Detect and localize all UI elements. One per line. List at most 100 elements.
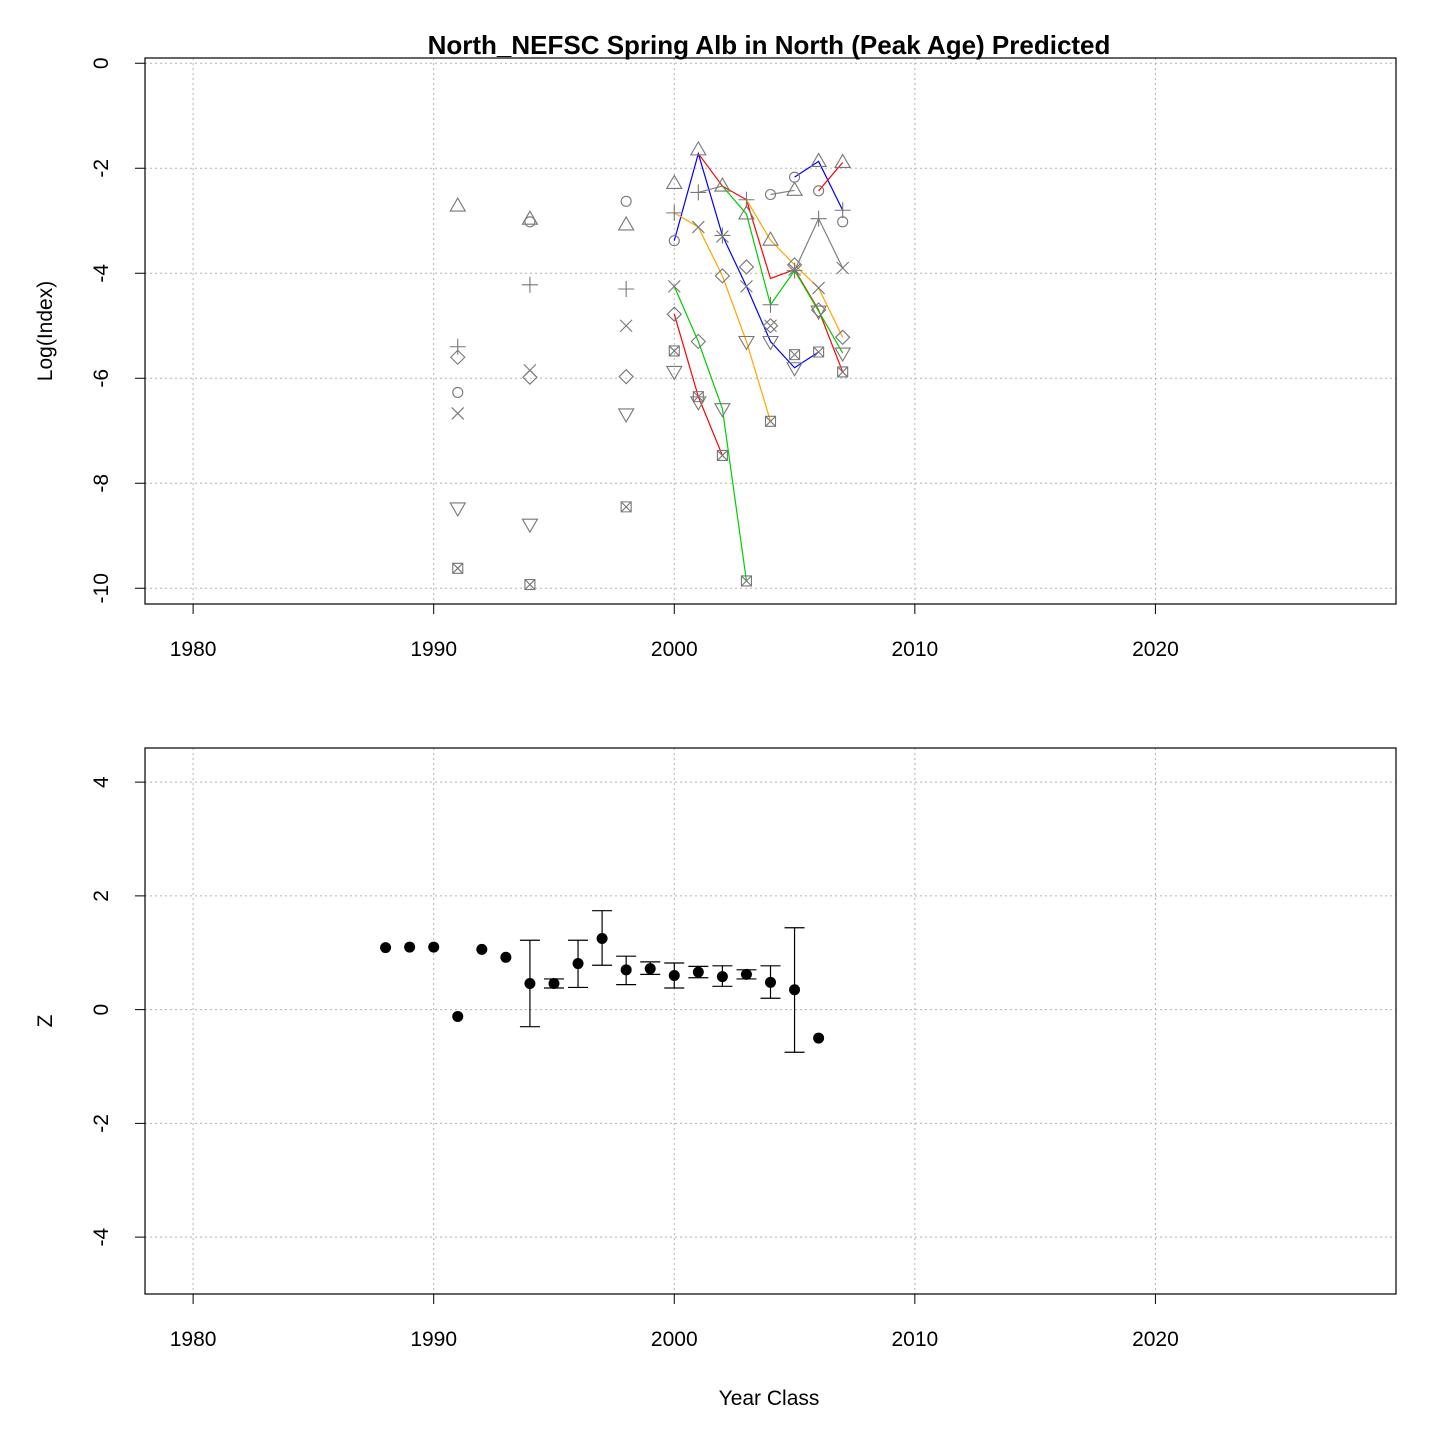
cross-marker: [691, 220, 705, 234]
circle-marker: [837, 216, 849, 228]
diamond-marker: [690, 333, 707, 350]
top-y-axis-label: Log(Index): [34, 281, 57, 381]
boxed-cross-marker: [837, 366, 849, 378]
z-point: [524, 977, 536, 989]
cohort-line: [673, 314, 723, 456]
top-y-tick-label: 0: [90, 57, 113, 69]
triangle-down-marker: [762, 335, 779, 351]
z-point: [572, 958, 584, 970]
x-axis-label: Year Class: [719, 1387, 820, 1410]
triangle-marker: [521, 210, 539, 225]
boxed-cross-marker: [813, 346, 825, 358]
top-x-tick-label: 2010: [891, 638, 938, 661]
top-cohort-lines: [673, 151, 844, 581]
triangle-marker: [786, 181, 804, 196]
boxed-cross-marker: [716, 449, 728, 461]
cohort-line: [673, 286, 748, 581]
z-point: [452, 1010, 464, 1022]
bottom-error-bars: [519, 910, 805, 1053]
triangle-marker: [665, 174, 683, 190]
diamond-marker: [522, 369, 538, 385]
diamond-marker: [738, 259, 755, 275]
top-y-tick-label: -10: [90, 573, 113, 603]
diamond-marker: [786, 257, 803, 273]
bottom-x-tick-label: 1990: [410, 1328, 457, 1351]
plus-marker: [834, 202, 851, 219]
z-point: [428, 941, 440, 953]
cohort-line: [673, 212, 772, 422]
cross-marker: [764, 319, 777, 333]
circle-marker: [668, 235, 680, 247]
z-point: [765, 976, 776, 988]
top-plot-frame: [144, 57, 1397, 605]
z-point: [644, 963, 656, 975]
boxed-cross-marker: [620, 501, 632, 513]
bottom-x-tick-label: 2010: [891, 1328, 938, 1351]
plus-marker: [714, 227, 731, 244]
top-panel: North_NEFSC Spring Alb in North (Peak Ag…: [34, 30, 1397, 661]
diamond-marker: [762, 317, 779, 334]
boxed-cross-marker: [524, 579, 536, 591]
z-point: [716, 971, 728, 983]
z-point: [548, 977, 560, 989]
top-y-tick-label: -2: [90, 159, 113, 178]
boxed-cross-marker: [692, 391, 704, 403]
top-y-tick-label: -8: [90, 474, 113, 493]
triangle-down-marker: [737, 335, 755, 351]
cross-marker: [788, 263, 801, 276]
plus-marker: [449, 338, 466, 355]
cross-marker: [715, 230, 729, 243]
cross-marker: [812, 281, 826, 295]
bottom-x-tick-label: 1980: [170, 1328, 217, 1351]
triangle-down-marker: [665, 365, 683, 381]
z-point: [380, 942, 392, 954]
z-point: [692, 966, 704, 978]
top-y-tick-label: -6: [90, 369, 113, 388]
bottom-axes: 1980 1990 2000 2010 2020 4 2 0 -2 -4: [90, 776, 1179, 1351]
cross-marker: [836, 261, 850, 275]
z-point: [404, 941, 416, 953]
cross-marker: [619, 319, 633, 333]
plus-marker: [666, 204, 683, 221]
triangle-marker: [810, 152, 828, 167]
top-gridlines: [145, 58, 1396, 604]
bottom-panel: 1980 1990 2000 2010 2020 4 2 0 -2 -4 Z Year Class: [34, 747, 1397, 1410]
z-point: [596, 933, 608, 945]
cross-marker: [740, 279, 753, 293]
triangle-down-marker: [449, 502, 467, 518]
circle-marker: [620, 195, 632, 207]
plus-marker: [810, 210, 827, 227]
plus-marker: [690, 184, 707, 201]
circle-marker: [813, 185, 825, 197]
plus-marker: [738, 191, 755, 208]
top-axes: 1980 1990 2000 2010 2020 0 -2 -4 -6 -8 -10: [90, 57, 1179, 661]
top-x-tick-label: 2000: [651, 638, 698, 661]
top-x-tick-label: 2020: [1132, 638, 1179, 661]
plus-marker: [762, 296, 779, 313]
triangle-down-marker: [617, 408, 635, 424]
boxed-cross-marker: [764, 415, 777, 427]
circle-marker: [524, 216, 536, 228]
triangle-marker: [762, 231, 779, 246]
z-point: [668, 970, 680, 981]
boxed-cross-marker: [668, 345, 680, 357]
z-point: [500, 951, 512, 963]
triangle-marker: [834, 153, 852, 169]
diamond-marker: [449, 349, 466, 366]
circle-marker: [452, 386, 464, 398]
boxed-cross-marker: [789, 349, 801, 361]
z-point: [789, 984, 801, 996]
cohort-line: [770, 189, 795, 196]
diamond-marker: [666, 306, 683, 322]
chart-title: North_NEFSC Spring Alb in North (Peak Ag…: [428, 30, 1111, 60]
triangle-marker: [449, 196, 467, 212]
top-y-tick-label: -4: [90, 264, 113, 283]
diamond-marker: [618, 368, 634, 385]
bottom-y-tick-label: 0: [90, 1004, 113, 1016]
bottom-y-tick-label: 4: [90, 776, 113, 788]
top-x-tick-label: 1980: [170, 638, 217, 661]
bottom-points: [380, 933, 825, 1044]
plus-marker: [618, 281, 635, 297]
bottom-gridlines: [145, 748, 1396, 1294]
